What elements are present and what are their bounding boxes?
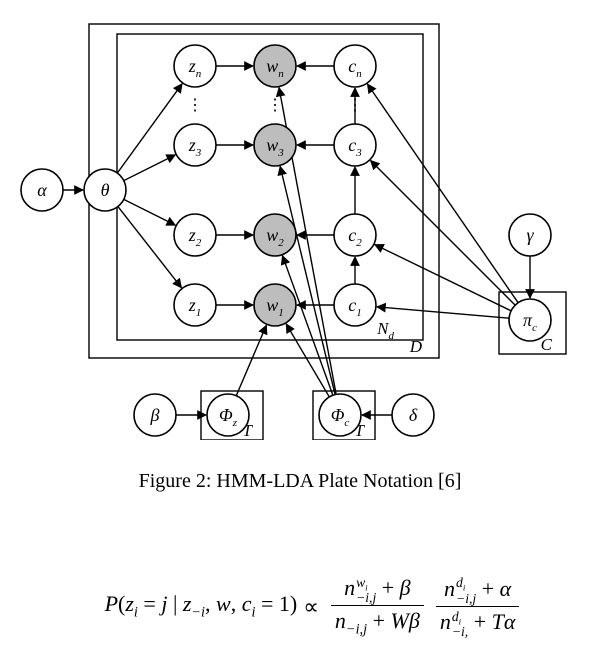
f1-den-n: n bbox=[335, 608, 346, 633]
diagram-svg: DNdCTTαθz1z2z3znw1w2w3wnc1c2c3cnγπcβΦzΦc… bbox=[0, 0, 600, 440]
edge-theta-z3 bbox=[124, 155, 176, 181]
node-label-gamma: γ bbox=[526, 225, 534, 245]
dots-0: ⋮ bbox=[187, 97, 203, 114]
f1-num-sub: −i,j bbox=[356, 592, 376, 604]
edge-phic-w2 bbox=[282, 256, 332, 396]
eq-frac1-den: n−i,j + Wβ bbox=[331, 608, 424, 638]
f1-num-beta: β bbox=[400, 575, 411, 600]
f1-den-beta: β bbox=[409, 608, 420, 633]
f2-den-scripts: di−i, bbox=[452, 611, 468, 638]
dots-2: ⋮ bbox=[347, 97, 363, 114]
f1-bar bbox=[331, 605, 424, 606]
f2-bar bbox=[436, 606, 520, 607]
eq-P: P bbox=[105, 591, 118, 616]
eq-bar: | bbox=[167, 591, 182, 616]
eq-z: z bbox=[125, 591, 134, 616]
edge-pic-c1 bbox=[377, 307, 509, 318]
f1-num-n: n bbox=[344, 575, 355, 600]
edge-pic-cn bbox=[367, 84, 518, 303]
eq-frac2-den: ndi−i, + Tα bbox=[436, 609, 520, 637]
f1-den-sub: −i,j bbox=[346, 622, 367, 638]
f1-den-plus: + bbox=[367, 608, 390, 633]
f2-den-alpha: α bbox=[504, 609, 516, 634]
edge-theta-z1 bbox=[118, 207, 181, 288]
f2-den-sub: −i, bbox=[452, 626, 468, 638]
f2-den-plus: + bbox=[468, 609, 491, 634]
edge-phiz-w1 bbox=[236, 325, 266, 395]
node-label-beta: β bbox=[150, 405, 160, 425]
edge-theta-z2 bbox=[124, 199, 176, 225]
f1-num-sup: w bbox=[356, 575, 365, 590]
eq-eq2: = 1) bbox=[255, 591, 297, 616]
f2-num-alpha: α bbox=[500, 576, 512, 601]
edge-pic-c3 bbox=[371, 161, 516, 306]
equation-lhs: P(zi = j | z−i, w, ci = 1) bbox=[105, 591, 298, 621]
f2-num-sup: d bbox=[456, 575, 463, 590]
node-label-alpha: α bbox=[37, 180, 47, 200]
eq-propto: ∝ bbox=[303, 594, 319, 620]
edge-pic-c2 bbox=[375, 245, 511, 311]
eq-frac2: ndi−i,j + α ndi−i, + Tα bbox=[436, 576, 520, 638]
f2-num-sub: −i,j bbox=[456, 593, 476, 605]
plate-diagram: DNdCTTαθz1z2z3znw1w2w3wnc1c2c3cnγπcβΦzΦc… bbox=[0, 0, 600, 440]
f2-den-n: n bbox=[440, 609, 451, 634]
eq-c1: , bbox=[205, 591, 216, 616]
equation: P(zi = j | z−i, w, ci = 1) ∝ nwi−i,j + β… bbox=[50, 575, 580, 638]
eq-frac1-num: nwi−i,j + β bbox=[340, 575, 415, 603]
eq-eq1: = bbox=[138, 591, 161, 616]
f2-num-n: n bbox=[444, 576, 455, 601]
plate-label-Nd: Nd bbox=[376, 319, 394, 342]
dots-1: ⋮ bbox=[267, 97, 283, 114]
f2-num-scripts: di−i,j bbox=[456, 577, 476, 604]
eq-w: w bbox=[216, 591, 231, 616]
f1-num-scripts: wi−i,j bbox=[356, 577, 376, 604]
f2-den-sup: d bbox=[452, 609, 459, 624]
f2-den-T: T bbox=[492, 609, 504, 634]
f2-num-plus: + bbox=[476, 576, 499, 601]
f1-num-plus: + bbox=[376, 575, 399, 600]
node-label-theta: θ bbox=[101, 180, 110, 200]
node-label-delta: δ bbox=[409, 405, 418, 425]
eq-frac1: nwi−i,j + β n−i,j + Wβ bbox=[331, 575, 424, 638]
edge-theta-zn bbox=[117, 84, 182, 173]
figure-caption: Figure 2: HMM-LDA Plate Notation [6] bbox=[0, 470, 600, 493]
eq-z2-sub: −i bbox=[191, 605, 205, 621]
edge-phic-w1 bbox=[286, 324, 329, 397]
page: DNdCTTαθz1z2z3znw1w2w3wnc1c2c3cnγπcβΦzΦc… bbox=[0, 0, 600, 671]
eq-frac2-num: ndi−i,j + α bbox=[440, 576, 515, 604]
eq-c2: , bbox=[231, 591, 242, 616]
f1-den-W: W bbox=[391, 608, 409, 633]
